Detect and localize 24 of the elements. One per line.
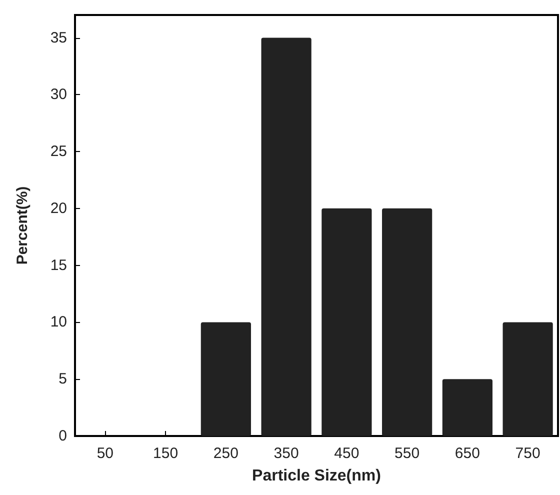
x-tick-label: 650	[454, 445, 480, 462]
bar	[382, 208, 432, 436]
bar	[261, 38, 312, 436]
x-tick-label: 50	[96, 445, 114, 462]
y-tick-label: 0	[58, 428, 67, 444]
y-tick-label: 35	[50, 29, 67, 46]
bar	[442, 379, 492, 436]
x-tick-label: 550	[394, 445, 420, 462]
y-axis-title: Percent(%)	[14, 186, 31, 265]
y-tick-label: 15	[50, 256, 67, 274]
y-tick-label: 5	[58, 370, 67, 388]
y-tick-label: 10	[50, 314, 67, 331]
bar	[200, 322, 251, 436]
y-tick-label: 25	[50, 143, 67, 160]
x-tick-label: 350	[274, 445, 299, 462]
x-tick-label: 750	[515, 445, 540, 462]
x-tick-label: 250	[213, 445, 238, 462]
bar	[322, 208, 372, 436]
x-tick-label: 450	[334, 445, 360, 462]
y-tick-label: 30	[50, 86, 67, 104]
x-tick-label: 150	[153, 445, 178, 462]
y-tick-label: 20	[50, 200, 67, 217]
bar	[502, 322, 553, 436]
x-axis-title: Particle Size(nm)	[252, 468, 381, 484]
